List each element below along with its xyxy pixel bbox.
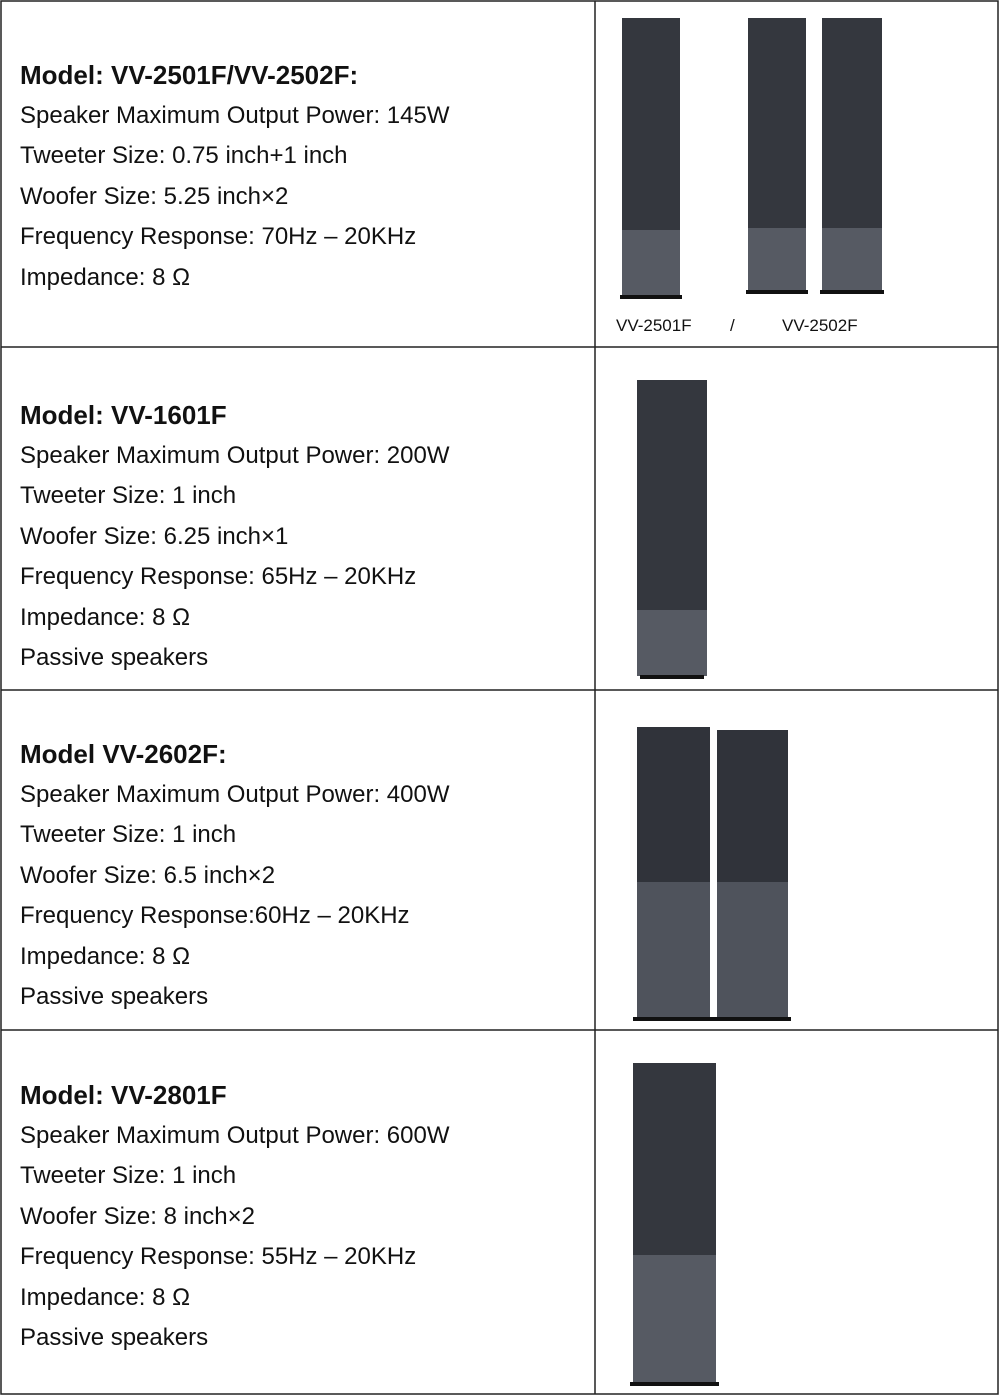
spec-line: Frequency Response:60Hz – 20KHz [20,896,450,937]
spec-line: Impedance: 8 Ω [20,258,450,299]
spec-line: Tweeter Size: 1 inch [20,1156,450,1197]
spec-line: Speaker Maximum Output Power: 145W [20,96,450,137]
model-title: Model: VV-2501F/VV-2502F: [20,55,450,96]
page: Model: VV-2501F/VV-2502F:Speaker Maximum… [0,0,1001,1396]
spec-line: Woofer Size: 8 inch×2 [20,1197,450,1238]
spec-cell: Model VV-2602F:Speaker Maximum Output Po… [20,734,450,1018]
spec-line: Speaker Maximum Output Power: 400W [20,775,450,816]
model-title: Model: VV-2801F [20,1075,450,1116]
spec-line: Impedance: 8 Ω [20,598,450,639]
spec-line: Tweeter Size: 1 inch [20,476,450,517]
spec-line: Tweeter Size: 0.75 inch+1 inch [20,136,450,177]
spec-line: Woofer Size: 6.5 inch×2 [20,856,450,897]
image-caption: VV-2501F [616,316,692,336]
image-caption: / [730,316,735,336]
spec-line: Speaker Maximum Output Power: 200W [20,436,450,477]
model-title: Model VV-2602F: [20,734,450,775]
spec-line: Frequency Response: 55Hz – 20KHz [20,1237,450,1278]
spec-line: Speaker Maximum Output Power: 600W [20,1116,450,1157]
spec-line: Impedance: 8 Ω [20,937,450,978]
spec-cell: Model: VV-2501F/VV-2502F:Speaker Maximum… [20,55,450,298]
spec-line: Passive speakers [20,1318,450,1359]
spec-line: Woofer Size: 5.25 inch×2 [20,177,450,218]
spec-line: Passive speakers [20,638,450,679]
image-caption: VV-2502F [782,316,858,336]
model-title: Model: VV-1601F [20,395,450,436]
spec-line: Frequency Response: 70Hz – 20KHz [20,217,450,258]
speakers [620,18,884,1386]
spec-line: Tweeter Size: 1 inch [20,815,450,856]
spec-line: Impedance: 8 Ω [20,1278,450,1319]
spec-line: Frequency Response: 65Hz – 20KHz [20,557,450,598]
spec-line: Woofer Size: 6.25 inch×1 [20,517,450,558]
spec-line: Passive speakers [20,977,450,1018]
